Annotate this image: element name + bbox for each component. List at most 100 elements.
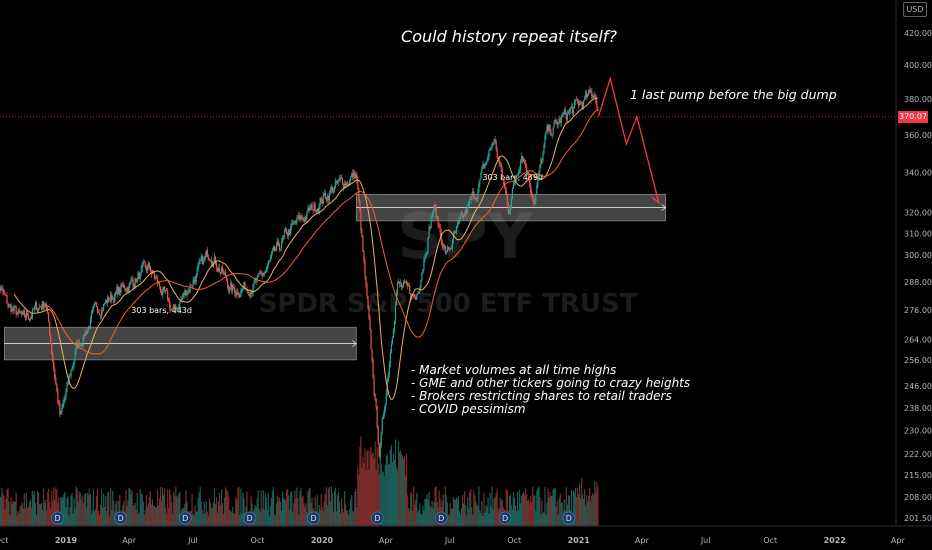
volume-bar [133,505,135,526]
volume-bars [0,436,599,526]
volume-bar [483,492,485,526]
price-tick-label: 400.00 [904,61,932,70]
volume-bar [349,508,351,526]
price-axis[interactable]: 420.00 400.00 380.00 360.00 340.00 320.00 310.… [904,29,932,523]
candle-body [352,173,354,178]
candle-body [488,150,490,157]
volume-bar [447,513,449,526]
dividend-marker[interactable] [562,511,576,525]
volume-bar [510,504,513,526]
candle-body [287,233,289,236]
measure-boxes[interactable]: 303 bars, 443d 303 bars, 439d [3,173,667,361]
candle-body [336,182,339,184]
volume-bar [547,488,549,526]
volume-bar [235,496,237,526]
volume-bar [178,493,180,526]
dividend-marker[interactable] [370,511,384,525]
volume-bar [560,502,562,526]
volume-bar [25,492,27,526]
candle-body [106,299,108,303]
candle-body [119,288,121,293]
candle-body [48,312,50,323]
volume-bar [359,446,361,526]
volume-bar [194,505,196,526]
candle-body [379,445,381,457]
dividend-marker[interactable] [178,511,192,525]
dividend-marker[interactable] [114,511,128,525]
volume-bar [37,492,40,526]
candle-body [243,281,245,289]
volume-bar [176,496,178,526]
candle-body [133,285,135,288]
candle-body [215,262,218,268]
volume-bar [93,511,96,526]
volume-bar [281,491,284,526]
candle-body [222,271,225,273]
candle-body [480,172,482,180]
candle-body [77,342,79,349]
dividend-markers[interactable]: DDDDDDDDDD [0,511,576,525]
volume-bar [391,462,394,526]
volume-bar [292,512,294,526]
candle-body [45,305,47,306]
volume-bar [408,507,410,526]
volume-bar [214,504,217,526]
candle-body [539,164,541,174]
candle-body [167,290,169,300]
dividend-marker[interactable] [498,511,512,525]
candle-body [262,275,264,276]
candle-body [381,419,383,433]
volume-bar [168,507,170,526]
volume-bar [528,499,530,526]
dividend-marker[interactable] [307,511,321,525]
candle-body [87,326,89,331]
candle-body [268,260,270,263]
dividend-marker[interactable] [51,511,65,525]
candle-body [406,280,408,284]
candle-body [322,195,324,204]
volume-bar [331,493,334,526]
candle-body [369,318,371,331]
time-axis[interactable]: Oct 2019 Apr Jul Oct 2020 Apr Jul Oct 2021 Apr Jul O… [0,536,905,545]
dividend-marker[interactable] [243,511,257,525]
volume-bar [303,503,305,526]
volume-bar [85,507,87,526]
candle-body [440,232,442,242]
candle-body [375,399,377,407]
candle-body [305,217,307,219]
volume-bar [415,499,417,526]
candle-body [12,309,14,311]
price-tick-label: 222.00 [904,450,932,459]
candle-body [284,230,286,236]
volume-bar [344,491,346,526]
currency-badge[interactable]: USD [903,2,927,17]
volume-bar [129,489,131,526]
volume-bar [18,513,20,526]
volume-bar [275,503,278,526]
projection-path[interactable] [597,76,660,203]
volume-bar [205,501,207,526]
dividend-marker-label: D [502,514,508,523]
candle-body [59,403,61,414]
volume-bar [369,450,371,526]
candle-body [144,262,146,267]
volume-bar [83,494,85,526]
dividend-marker[interactable] [434,511,448,525]
volume-bar [355,488,357,526]
candle-body [159,286,162,293]
candle-body [267,262,269,265]
candle-body [70,370,72,377]
candle-body [563,109,565,115]
candle-body [276,240,279,246]
volume-bar [219,505,222,526]
volume-bar [575,497,578,526]
time-tick-label: Oct [507,536,521,545]
candle-body [324,193,326,198]
candle-body [16,313,18,315]
volume-bar [75,486,77,526]
dividend-marker-label: D [118,514,124,523]
projection-arrow[interactable] [597,76,660,204]
candle-body [329,190,331,193]
volume-bar [287,488,289,526]
